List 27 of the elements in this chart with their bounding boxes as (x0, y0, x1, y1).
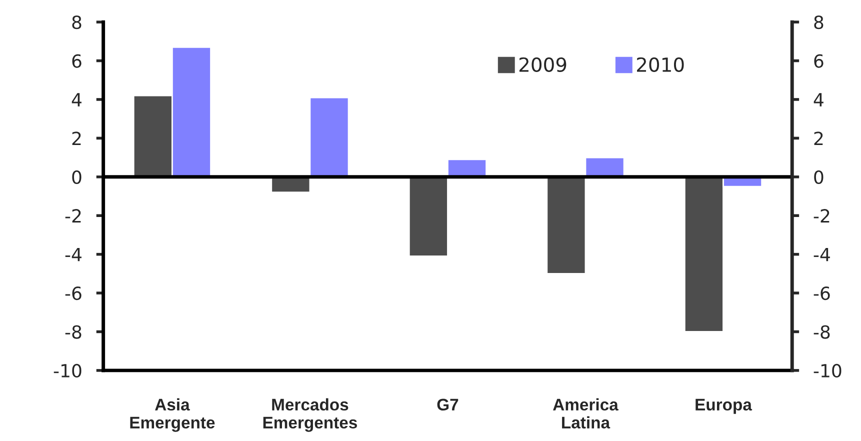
y-tick-label: -6 (65, 286, 82, 300)
y-tick-label: -8 (65, 325, 82, 339)
x-tick-label: America Latina (553, 398, 618, 429)
y2-tick-label: 6 (814, 54, 824, 68)
y2-tick-label: 0 (814, 170, 824, 184)
x-tick-label: Europa (696, 398, 752, 414)
y-tick-label: 4 (72, 93, 82, 106)
legend-label: 2009 (519, 57, 566, 72)
y-tick-label: 0 (72, 170, 82, 184)
y-tick-label: -2 (65, 209, 81, 222)
x-tick-label: Asia Emergente (130, 398, 215, 432)
legend-label: 2010 (637, 57, 684, 72)
x-tick-label: Mercados Emergentes (263, 398, 357, 432)
y2-tick-label: 8 (814, 16, 824, 30)
y-tick-label: 2 (72, 132, 81, 146)
y-tick-label: -4 (65, 248, 82, 262)
x-tick-label: G7 (437, 398, 458, 411)
y-tick-label: 6 (72, 54, 82, 68)
y2-tick-label: -8 (814, 325, 830, 339)
y2-tick-label: 2 (814, 132, 823, 146)
y-tick-label: -10 (54, 364, 82, 378)
y-tick-label: 8 (72, 16, 82, 30)
y2-tick-label: -6 (814, 286, 830, 300)
y2-tick-label: -10 (814, 364, 842, 378)
y2-tick-label: 4 (814, 93, 824, 106)
y2-tick-label: -4 (814, 248, 830, 262)
y2-tick-label: -2 (814, 209, 830, 222)
